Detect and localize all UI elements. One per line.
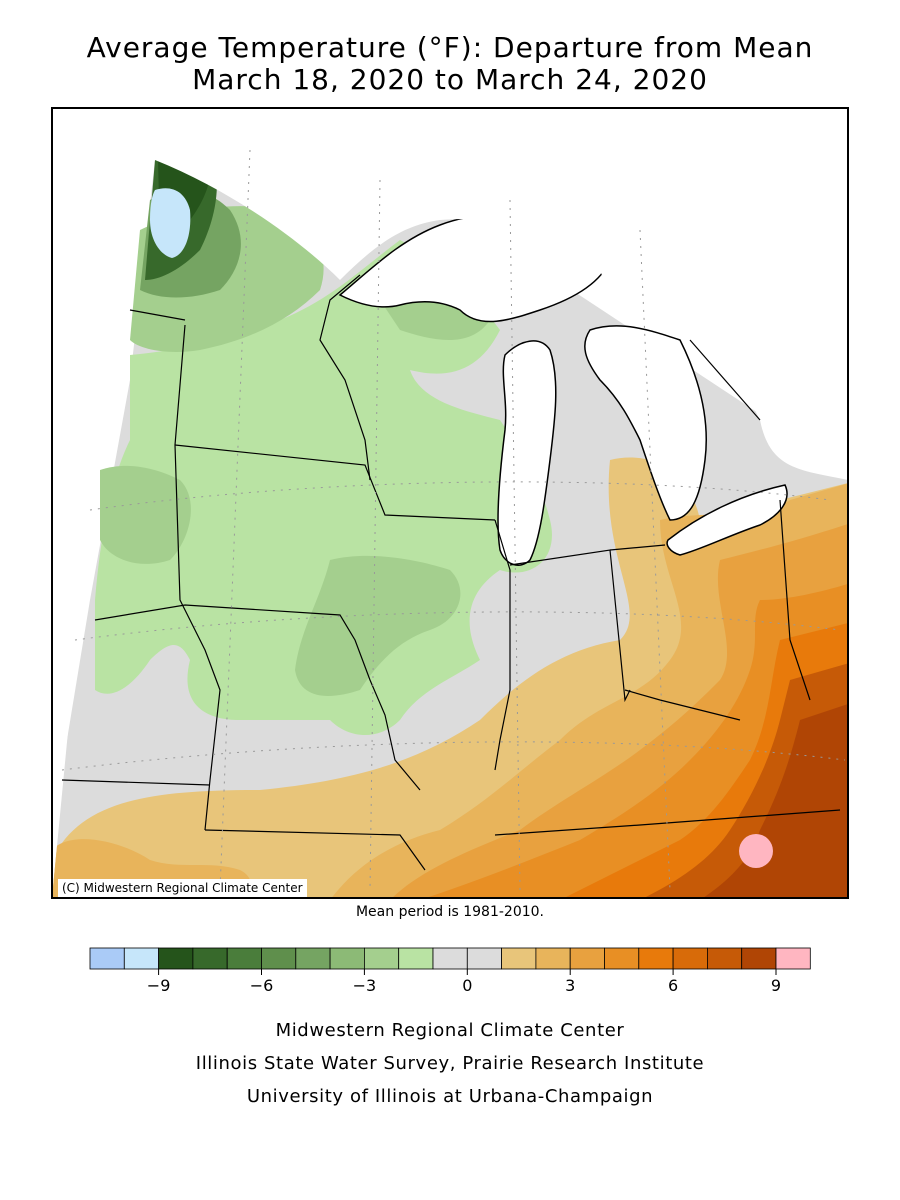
legend-swatch [192,947,228,970]
cool-area-4 [100,465,191,564]
legend-tick-label: 0 [462,976,472,995]
legend-tick-label: 9 [771,976,781,995]
legend-swatch [295,947,331,970]
legend-swatch [775,947,811,970]
legend-swatch [638,947,674,970]
legend-swatch [569,947,605,970]
legend-swatch [398,947,434,970]
legend-swatch [226,947,262,970]
state-borders [61,274,841,871]
legend-swatch [123,947,160,970]
cold-spot [150,188,191,258]
warm-band-7 [700,700,848,898]
footer-university: University of Illinois at Urbana-Champai… [246,1086,654,1107]
legend-swatch [432,947,468,970]
legend-swatch [329,947,365,970]
canada-area [128,108,848,480]
map-date-range: March 18, 2020 to March 24, 2020 [192,63,708,96]
lake-erie [666,484,788,556]
legend-swatch [741,947,777,970]
lake-huron [584,325,708,521]
graticule [61,149,846,891]
legend-tick-label: −6 [250,976,274,995]
legend-swatch [89,947,125,970]
legend-swatch [158,947,194,970]
map-credit: (C) Midwestern Regional Climate Center [58,879,307,897]
legend-tick-label: −3 [353,976,377,995]
legend-swatch [707,947,743,970]
legend-tick-label: 3 [565,976,575,995]
footer-organization: Midwestern Regional Climate Center [275,1020,625,1041]
legend-colorbar [89,947,811,970]
cool-area-3 [295,555,461,696]
legend-swatch [466,947,502,970]
legend-swatch [261,947,297,970]
legend-ticks: −9 −6 −3 0 3 6 9 [147,969,781,995]
footer-survey: Illinois State Water Survey, Prairie Res… [195,1053,705,1074]
legend-tick-label: −9 [147,976,171,995]
legend-swatch [363,947,400,970]
mean-period-note: Mean period is 1981-2010. [355,904,545,920]
map-frame-border [51,107,849,899]
legend-swatch [501,947,537,970]
pink-max-spot [739,834,773,868]
legend-swatch [604,947,640,970]
legend-swatch [672,947,708,970]
map-title: Average Temperature (°F): Departure from… [86,31,814,64]
legend-swatch [535,947,571,970]
lake-michigan [497,340,557,566]
legend-tick-label: 6 [668,976,678,995]
